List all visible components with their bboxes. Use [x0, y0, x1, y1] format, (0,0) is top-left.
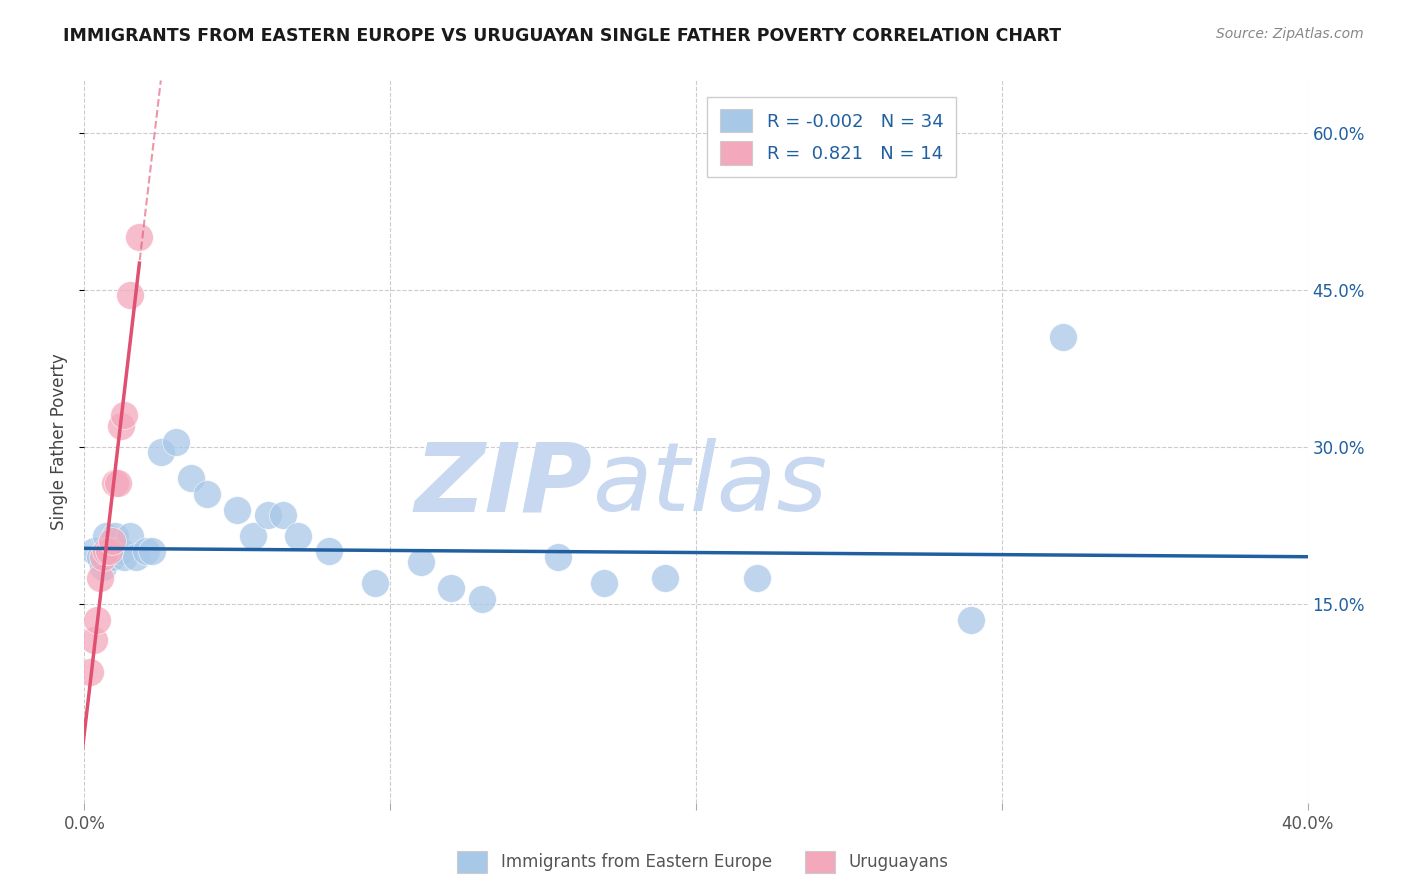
Legend: Immigrants from Eastern Europe, Uruguayans: Immigrants from Eastern Europe, Uruguaya…: [451, 845, 955, 880]
Point: [141, 544, 163, 558]
Point: [125, 549, 148, 564]
Legend: R = -0.002   N = 34, R =  0.821   N = 14: R = -0.002 N = 34, R = 0.821 N = 14: [707, 96, 956, 178]
Point: [318, 544, 340, 558]
Point: [180, 471, 202, 485]
Point: [83, 633, 105, 648]
Point: [97, 544, 120, 558]
Point: [110, 544, 132, 558]
Point: [83, 544, 105, 558]
Point: [112, 549, 135, 564]
Point: [94, 544, 117, 558]
Point: [271, 508, 294, 522]
Point: [409, 555, 432, 569]
Point: [257, 508, 280, 522]
Point: [654, 571, 676, 585]
Point: [120, 529, 142, 543]
Point: [287, 529, 309, 543]
Point: [79, 665, 101, 679]
Point: [89, 571, 111, 585]
Point: [94, 529, 117, 543]
Point: [91, 549, 114, 564]
Point: [112, 409, 135, 423]
Point: [195, 487, 218, 501]
Point: [104, 476, 127, 491]
Point: [89, 549, 111, 564]
Point: [960, 613, 983, 627]
Point: [593, 575, 616, 590]
Point: [110, 418, 132, 433]
Point: [91, 560, 114, 574]
Point: [149, 445, 172, 459]
Point: [226, 502, 249, 516]
Point: [120, 288, 142, 302]
Point: [101, 534, 124, 549]
Text: ZIP: ZIP: [415, 438, 592, 532]
Point: [242, 529, 264, 543]
Point: [104, 529, 127, 543]
Point: [104, 544, 127, 558]
Point: [747, 571, 769, 585]
Point: [440, 581, 463, 595]
Point: [1052, 330, 1074, 344]
Point: [107, 476, 129, 491]
Y-axis label: Single Father Poverty: Single Father Poverty: [51, 353, 69, 530]
Point: [165, 434, 187, 449]
Text: IMMIGRANTS FROM EASTERN EUROPE VS URUGUAYAN SINGLE FATHER POVERTY CORRELATION CH: IMMIGRANTS FROM EASTERN EUROPE VS URUGUA…: [63, 27, 1062, 45]
Text: Source: ZipAtlas.com: Source: ZipAtlas.com: [1216, 27, 1364, 41]
Point: [547, 549, 569, 564]
Point: [101, 549, 124, 564]
Point: [135, 544, 157, 558]
Point: [128, 230, 150, 244]
Text: atlas: atlas: [592, 438, 827, 532]
Point: [97, 544, 120, 558]
Point: [364, 575, 387, 590]
Point: [471, 591, 494, 606]
Point: [86, 613, 108, 627]
